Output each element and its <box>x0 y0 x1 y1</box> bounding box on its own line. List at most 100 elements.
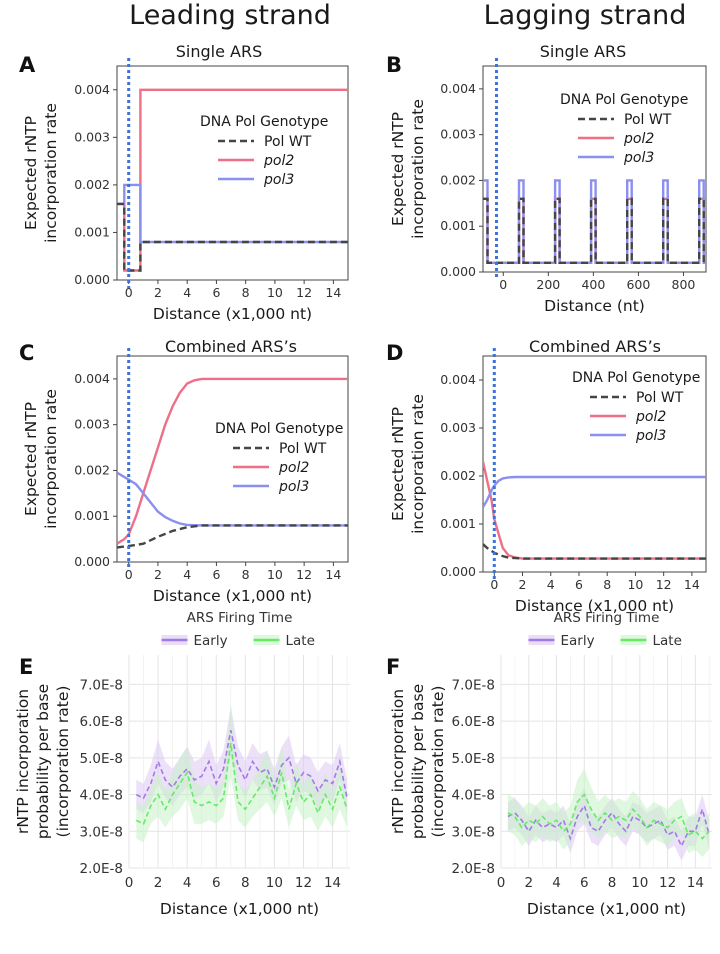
legend-label-pol2-d: pol2 <box>635 409 666 425</box>
legend-title-b: DNA Pol Genotype <box>560 92 688 108</box>
plot-area-e: 2.0E-8 3.0E-8 4.0E-8 5.0E-8 6.0E-8 7.0E-8 0 2 4 6… <box>14 610 350 918</box>
legend-title-a: DNA Pol Genotype <box>200 114 328 130</box>
series-group-d <box>483 461 706 560</box>
y-tick-label-a: 0.003 <box>74 129 110 144</box>
legend-label-pol2-c: pol2 <box>278 460 309 476</box>
series-line-pol-wt-c <box>117 524 348 549</box>
panel-title-b: Single ARS <box>540 42 627 61</box>
series-line-pol-wt-a <box>117 202 348 272</box>
x-tick-label-a: 8 <box>242 285 250 300</box>
x-tick-label-d: 14 <box>684 577 700 592</box>
y-tick-label-c: 0.003 <box>74 417 110 432</box>
y-axis-label-line-a: incorporation rate <box>42 103 60 243</box>
y-axis-label-line-f: (incorporation rate) <box>429 686 447 838</box>
x-tick-label-b: 200 <box>536 277 560 292</box>
plot-area-a: 0.000 0.001 0.002 0.003 0.004 0 2 4 6 8 10 12 14 Dist… <box>22 58 349 323</box>
x-tick-label-a: 10 <box>267 285 283 300</box>
y-axis-label-line-e: probability per base <box>34 684 52 839</box>
panel-d: D Combined ARS’s 0.0000.0010.0020.0030.0… <box>386 337 707 615</box>
panel-letter-d: D <box>386 341 403 365</box>
x-axis-label-e: Distance (x1,000 nt) <box>160 900 319 918</box>
x-tick-label-c: 14 <box>325 567 341 582</box>
series-line-pol3-d <box>483 475 706 508</box>
panel-title-a: Single ARS <box>176 42 263 61</box>
legend-label-early-e: Early <box>194 633 228 649</box>
x-tick-label-f: 6 <box>580 875 589 891</box>
y-tick-label-d: 0.000 <box>440 564 476 579</box>
x-tick-label-b: 400 <box>581 277 605 292</box>
y-axis-label-line-c: incorporation rate <box>42 389 60 529</box>
legend-label-pol3-a: pol3 <box>263 172 294 188</box>
x-tick-label-f: 0 <box>497 875 506 891</box>
y-axis-label-line-d: incorporation rate <box>409 394 427 534</box>
x-tick-label-e: 10 <box>266 875 283 891</box>
y-axis-label-line-e: rNTP incorporation <box>14 689 32 834</box>
x-tick-label-e: 14 <box>324 875 341 891</box>
y-tick-label-b: 0.000 <box>440 264 476 279</box>
x-tick-label-e: 0 <box>125 875 134 891</box>
x-tick-label-e: 6 <box>212 875 221 891</box>
panel-b: B Single ARS 0.000 0.001 0.002 0.003 0.004 0 2… <box>386 42 707 315</box>
y-tick-label-a: 0.004 <box>74 82 110 97</box>
x-tick-label-a: 4 <box>183 285 191 300</box>
x-tick-label-c: 4 <box>183 567 191 582</box>
panel-a: A Single ARS 0.000 0.001 0.002 0.003 0.004 0 2… <box>19 42 349 323</box>
y-tick-label-e: 6.0E-8 <box>80 714 123 730</box>
series-group-a <box>117 88 348 272</box>
y-tick-label-d: 0.001 <box>440 516 476 531</box>
series-line-early-e <box>135 730 348 800</box>
y-tick-label-b: 0.003 <box>440 127 476 142</box>
y-tick-label-f: 2.0E-8 <box>452 861 495 877</box>
x-tick-label-e: 2 <box>154 875 163 891</box>
x-tick-label-c: 12 <box>296 567 312 582</box>
y-axis-label-e: rNTP incorporation probability per base (i… <box>14 684 72 839</box>
y-tick-label-a: 0.001 <box>74 224 110 239</box>
column-title-leading: Leading strand <box>129 0 331 31</box>
plot-area-b: 0.000 0.001 0.002 0.003 0.004 0 200 400 600 800 Di… <box>389 58 707 315</box>
y-tick-label-a: 0.000 <box>74 272 110 287</box>
series-line-pol3-a <box>117 183 348 244</box>
x-tick-label-d: 10 <box>627 577 643 592</box>
y-axis-label-a: Expected rNTP incorporation rate <box>22 103 60 243</box>
panel-letter-a: A <box>19 53 36 77</box>
y-tick-label-f: 5.0E-8 <box>452 751 495 767</box>
y-tick-label-f: 6.0E-8 <box>452 714 495 730</box>
legend-label-pol3-d: pol3 <box>635 428 666 444</box>
y-axis-label-line-a: Expected rNTP <box>22 116 40 230</box>
panel-letter-e: E <box>19 655 33 679</box>
y-tick-label-c: 0.001 <box>74 508 110 523</box>
x-tick-label-a: 0 <box>125 285 133 300</box>
x-axis-label-f: Distance (x1,000 nt) <box>527 900 686 918</box>
x-tick-label-f: 14 <box>687 875 704 891</box>
x-tick-label-c: 0 <box>125 567 133 582</box>
y-tick-label-e: 7.0E-8 <box>80 677 123 693</box>
y-axis-label-f: rNTP incorporation probability per base (i… <box>389 684 447 839</box>
legend-label-early-f: Early <box>561 633 595 649</box>
y-axis-label-line-b: Expected rNTP <box>389 112 407 226</box>
y-axis-label-line-d: Expected rNTP <box>389 407 407 521</box>
x-tick-label-b: 0 <box>499 277 507 292</box>
series-line-pol2-c <box>117 377 348 545</box>
y-axis-label-line-c: Expected rNTP <box>22 402 40 516</box>
legend-title-d: DNA Pol Genotype <box>572 370 700 386</box>
series-group-e <box>135 702 348 843</box>
series-group-b <box>483 179 706 264</box>
x-axis-label-c: Distance (x1,000 nt) <box>153 587 312 605</box>
x-tick-label-d: 2 <box>519 577 527 592</box>
y-axis-label-line-e: (incorporation rate) <box>54 686 72 838</box>
x-tick-label-f: 2 <box>524 875 533 891</box>
y-tick-label-f: 7.0E-8 <box>452 677 495 693</box>
x-tick-label-c: 8 <box>242 567 250 582</box>
legend-label-pol-wt-b: Pol WT <box>624 112 672 128</box>
axes-frame-a <box>116 65 349 281</box>
x-axis-label-b: Distance (nt) <box>544 297 645 315</box>
panel-title-c: Combined ARS’s <box>165 337 297 356</box>
legend-label-pol2-b: pol2 <box>623 131 654 147</box>
y-tick-label-b: 0.002 <box>440 172 476 187</box>
x-tick-label-f: 4 <box>552 875 561 891</box>
y-axis-label-line-f: probability per base <box>409 684 427 839</box>
series-line-pol3-c <box>117 471 348 527</box>
x-tick-label-a: 12 <box>296 285 312 300</box>
column-title-lagging: Lagging strand <box>484 0 687 31</box>
